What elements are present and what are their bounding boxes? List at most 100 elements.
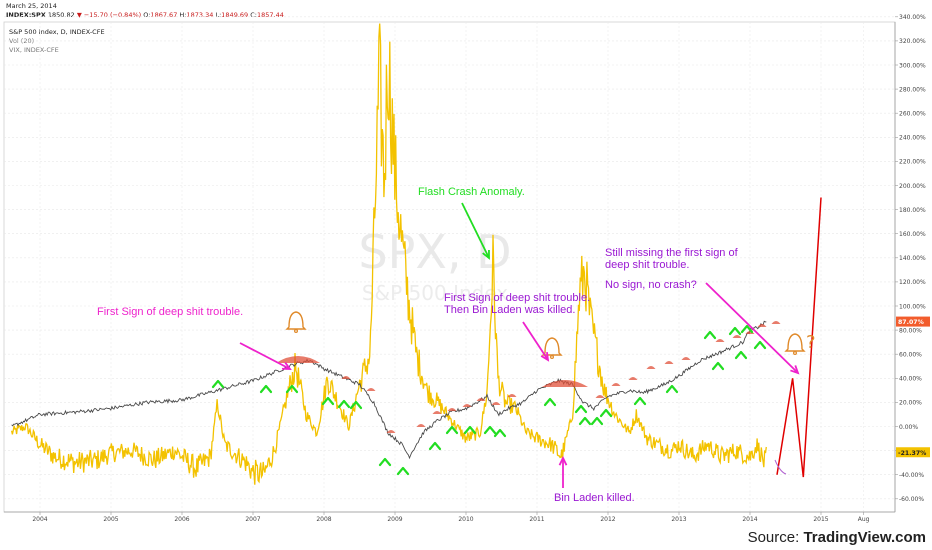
- value-badge-label: -21.37%: [898, 450, 926, 457]
- grid: [3, 16, 896, 513]
- x-tick-label: 2008: [316, 516, 331, 523]
- x-tick-label: 2011: [529, 516, 544, 523]
- up-arrow-icon: [396, 466, 410, 476]
- y-tick-label: 20.00%: [899, 400, 922, 407]
- top-dome: [646, 366, 656, 369]
- top-dome: [476, 398, 486, 401]
- up-arrow-icon: [665, 384, 679, 394]
- y-tick-label: 180.00%: [899, 207, 926, 214]
- symbol: INDEX:SPX: [6, 11, 46, 19]
- bell-icon: [784, 333, 806, 352]
- y-tick-label: 120.00%: [899, 279, 926, 286]
- source-credit: Source: TradingView.com: [748, 529, 926, 546]
- y-tick-label: 340.00%: [899, 14, 926, 21]
- legend-spx[interactable]: S&P 500 Index, D, INDEX-CFE: [9, 28, 105, 36]
- top-dome: [491, 402, 501, 405]
- bell-icon: [285, 311, 307, 330]
- top-dome: [732, 335, 742, 338]
- annotation-first-sign-2b: Then Bin Laden was killed.: [444, 304, 575, 316]
- up-arrow-icon: [728, 326, 742, 336]
- y-tick-label: 60.00%: [899, 352, 922, 359]
- y-tick-label: 260.00%: [899, 111, 926, 118]
- top-dome: [341, 376, 351, 379]
- x-tick-label: 2006: [174, 516, 189, 523]
- y-tick-label: 320.00%: [899, 38, 926, 45]
- top-dome: [595, 395, 605, 398]
- x-tick-label: 2009: [387, 516, 402, 523]
- bell-clapper: [549, 355, 554, 360]
- y-tick-label: 280.00%: [899, 86, 926, 93]
- x-tick-label: 2013: [671, 516, 686, 523]
- y-tick-label: -40.00%: [899, 472, 924, 479]
- up-arrow-icon: [590, 416, 604, 426]
- bin-laden-arrow-head: [558, 455, 568, 466]
- x-tick-label: 2015: [813, 516, 828, 523]
- bell-icon: [541, 337, 563, 356]
- last-price: 1850.82: [47, 11, 75, 19]
- y-tick-label: 80.00%: [899, 327, 922, 334]
- annotation-first-sign: First Sign of deep shit trouble.: [97, 306, 243, 318]
- x-tick-label: 2014: [742, 516, 757, 523]
- flash-crash-arrow: [461, 202, 490, 259]
- up-arrow-icon: [259, 384, 273, 394]
- up-arrow-icon: [578, 416, 592, 426]
- high-label: H:: [179, 11, 187, 19]
- projection-line: [776, 197, 822, 478]
- vix-tail: [774, 459, 787, 475]
- vix-line: [10, 23, 767, 485]
- x-tick-label: 2004: [32, 516, 47, 523]
- top-dome: [542, 380, 588, 387]
- annotation-marks: [211, 202, 806, 488]
- y-tick-label: 140.00%: [899, 255, 926, 262]
- up-arrow-icon: [463, 425, 477, 435]
- high-value: 1873.34: [186, 11, 214, 19]
- close-value: 1857.44: [256, 11, 284, 19]
- first-sign-arrow: [239, 342, 291, 370]
- source-brand: TradingView.com: [803, 529, 926, 546]
- annotation-question: ?: [806, 332, 816, 353]
- y-tick-label: 160.00%: [899, 231, 926, 238]
- top-dome: [507, 394, 517, 397]
- top-dome: [416, 424, 426, 427]
- up-arrow-icon: [445, 425, 459, 435]
- up-arrow-icon: [734, 350, 748, 360]
- still-missing-arrow: [705, 282, 799, 374]
- axes: 340.00% 320.00% 300.00% 280.00% 260.00% 240.0…: [4, 14, 930, 523]
- top-dome: [276, 356, 320, 363]
- annotation-still-missing-b: deep shit trouble.: [605, 259, 689, 271]
- value-badge: [896, 316, 930, 327]
- close-label: C:: [250, 11, 257, 19]
- x-tick-label: Aug: [858, 516, 870, 523]
- up-arrow-icon: [378, 457, 392, 467]
- x-tick-label: 2005: [103, 516, 118, 523]
- top-dome: [462, 404, 472, 407]
- annotation-bin-laden: Bin Laden killed.: [554, 492, 635, 504]
- annotation-no-sign: No sign, no crash?: [605, 279, 697, 291]
- up-arrow-icon: [711, 361, 725, 371]
- legend-vix[interactable]: VIX, INDEX-CFE: [9, 46, 59, 54]
- up-arrow-icon: [633, 396, 647, 406]
- up-arrow-icon: [349, 400, 363, 410]
- up-arrow-icon: [428, 441, 442, 451]
- top-dome: [681, 357, 691, 360]
- top-dome: [757, 324, 767, 327]
- up-arrow-icon: [493, 428, 507, 438]
- bell-clapper: [792, 351, 797, 356]
- annotation-flash-crash: Flash Crash Anomaly.: [418, 186, 525, 198]
- up-arrow-icon: [483, 425, 497, 435]
- y-tick-label: 100.00%: [899, 303, 926, 310]
- first-sign-arrow-head: [281, 362, 292, 370]
- x-tick-label: 2012: [600, 516, 615, 523]
- annotation-first-sign-2a: First Sign of deep shit trouble.: [444, 292, 590, 304]
- source-prefix: Source:: [747, 529, 804, 546]
- value-badge: [896, 447, 930, 458]
- header-date: March 25, 2014: [6, 2, 57, 10]
- flash-crash-arrow-head: [482, 249, 490, 260]
- up-arrow-icon: [337, 399, 351, 409]
- y-tick-label: 240.00%: [899, 135, 926, 142]
- low-label: L:: [215, 11, 222, 19]
- top-dome: [447, 408, 457, 411]
- first-sign-2-arrow-head: [540, 351, 550, 362]
- price-change: ▼ −15.70 (−0.84%): [76, 11, 142, 19]
